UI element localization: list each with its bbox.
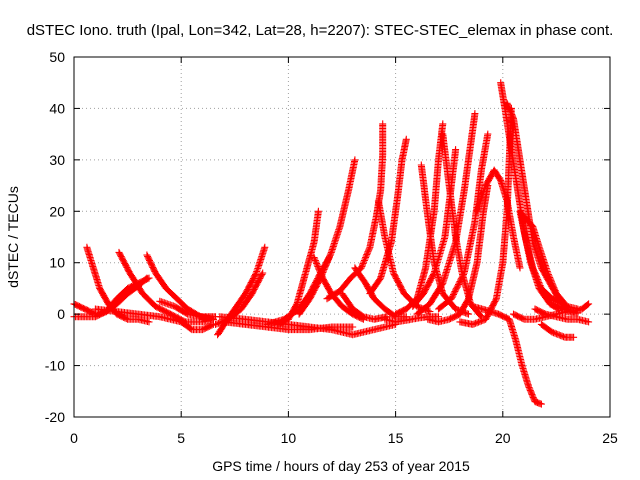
x-axis-label: GPS time / hours of day 253 of year 2015 [212,458,470,474]
x-tick-label: 10 [281,430,297,446]
series-23 [417,161,472,318]
series-markers [424,182,492,326]
y-tick-label: -10 [45,358,65,374]
series-1 [83,243,153,326]
series-markers [83,243,153,326]
series-28 [435,130,492,313]
axis-ticks: 0 5 10 15 20 25 -20 -10 0 10 20 30 40 50 [45,49,618,446]
series-markers [516,207,567,308]
data-series [70,79,593,408]
y-tick-label: 10 [49,255,65,271]
series-markers [310,254,367,323]
x-tick-label: 20 [495,430,511,446]
series-39 [510,308,582,323]
series-markers [417,161,472,318]
series-7 [156,297,219,321]
y-tick-label: -20 [45,409,65,425]
x-tick-label: 15 [388,430,404,446]
series-markers [374,197,434,316]
series-markers [91,305,217,334]
series-29 [456,104,515,328]
series-markers [456,104,515,328]
series-markers [435,130,492,313]
series-35 [520,212,582,313]
y-tick-label: 50 [49,49,65,65]
y-tick-label: 40 [49,100,65,116]
y-tick-label: 0 [57,306,65,322]
series-markers [520,212,582,313]
y-tick-label: 30 [49,152,65,168]
series-markers [366,135,410,298]
series-14 [295,156,359,318]
series-markers [510,308,582,323]
series-6 [91,305,217,334]
series-36 [537,320,578,341]
series-31 [469,302,545,408]
series-30 [473,166,524,272]
series-markers [473,166,524,272]
series-17 [338,290,391,323]
plot-frame [73,56,611,418]
y-tick-label: 20 [49,203,65,219]
x-tick-label: 25 [602,430,618,446]
series-34 [516,207,567,308]
series-20 [374,197,434,316]
y-axis-label: dSTEC / TECUs [5,186,21,288]
series-markers [469,302,545,408]
x-tick-label: 0 [70,430,78,446]
series-markers [338,290,391,323]
grid [74,57,610,417]
series-27 [424,182,492,326]
series-markers [156,297,219,321]
series-markers [537,320,578,341]
series-15 [310,254,367,323]
x-tick-label: 5 [177,430,185,446]
chart-title: dSTEC Iono. truth (Ipal, Lon=342, Lat=28… [27,22,614,39]
series-markers [295,156,359,318]
series-19 [366,135,410,298]
